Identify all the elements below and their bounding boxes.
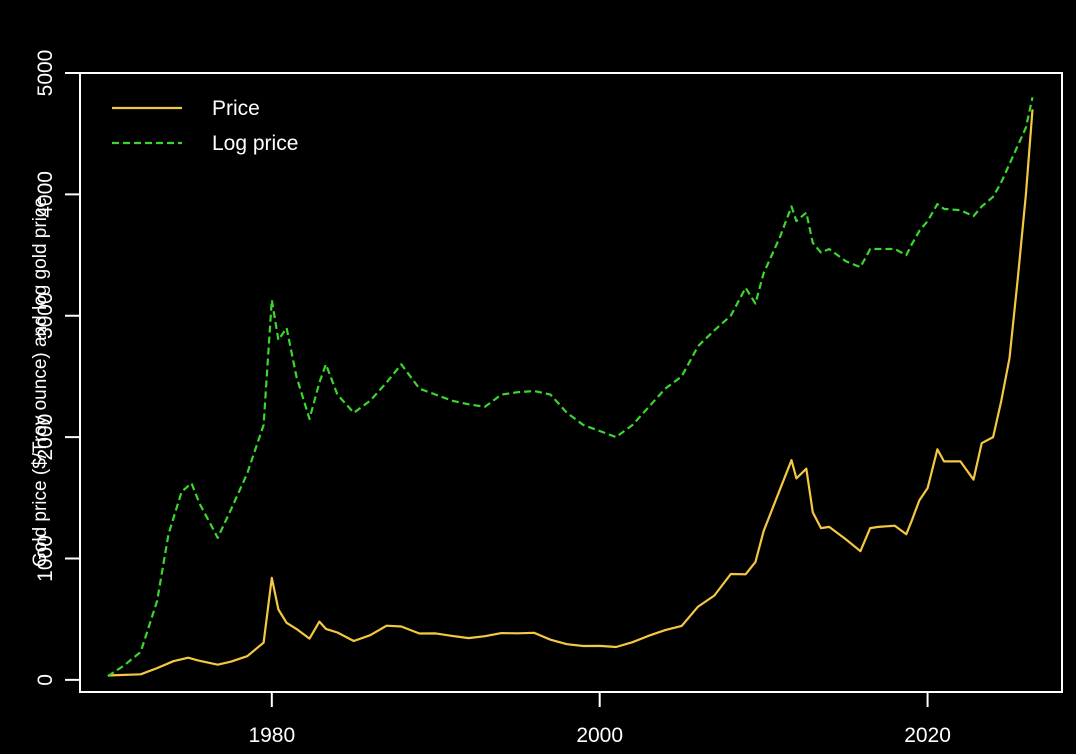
y-tick-label: 5000 [34,50,57,97]
x-tick-label: 1980 [248,724,295,747]
series-line-price [107,109,1034,677]
x-tick-label: 2020 [904,724,951,747]
legend-label-price: Price [212,97,260,120]
y-axis-title: Gold price ($/Troy ounce) and log gold p… [30,197,51,567]
legend: Price Log price [112,97,298,155]
y-tick-label: 4000 [34,171,57,218]
series-layer [107,97,1034,678]
y-axis: 0 1000 2000 3000 4000 5000 [34,50,81,686]
y-tick-label: 3000 [34,292,57,339]
y-tick-label: 1000 [34,535,57,582]
y-tick-label: 2000 [34,414,57,461]
x-axis: 1980 2000 2020 [248,691,951,747]
plot-frame [79,72,1063,693]
series-line-log-price [107,97,1034,678]
x-tick-label: 2000 [576,724,623,747]
legend-label-log-price: Log price [212,132,298,155]
y-tick-label: 0 [34,674,57,686]
